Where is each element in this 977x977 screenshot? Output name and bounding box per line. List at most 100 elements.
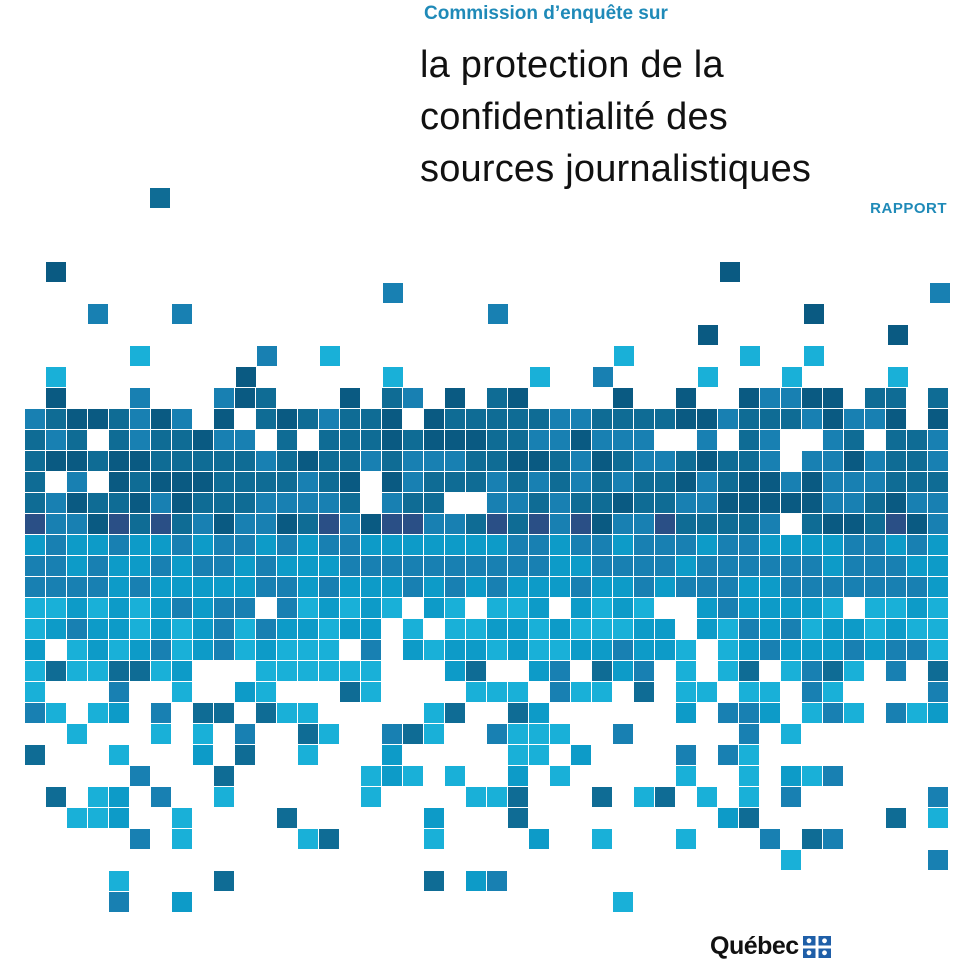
mosaic-tile xyxy=(655,619,675,639)
mosaic-tile xyxy=(214,703,234,723)
mosaic-tile xyxy=(529,703,549,723)
mosaic-tile xyxy=(445,577,465,597)
mosaic-tile xyxy=(172,682,192,702)
mosaic-tile xyxy=(298,661,318,681)
mosaic-tile xyxy=(886,703,906,723)
mosaic-tile xyxy=(298,829,318,849)
mosaic-tile xyxy=(361,661,381,681)
mosaic-tile xyxy=(844,640,864,660)
commission-kicker: Commission d’enquête sur xyxy=(424,3,668,24)
mosaic-tile xyxy=(508,640,528,660)
mosaic-tile xyxy=(298,619,318,639)
mosaic-tile xyxy=(802,703,822,723)
mosaic-tile xyxy=(130,619,150,639)
mosaic-tile xyxy=(466,514,486,534)
mosaic-tile xyxy=(130,409,150,429)
mosaic-tile xyxy=(823,472,843,492)
mosaic-tile xyxy=(740,346,760,366)
mosaic-tile xyxy=(256,514,276,534)
mosaic-tile xyxy=(802,577,822,597)
mosaic-tile xyxy=(508,598,528,618)
mosaic-tile xyxy=(340,619,360,639)
mosaic-tile xyxy=(886,808,906,828)
mosaic-tile xyxy=(151,619,171,639)
mosaic-tile xyxy=(592,619,612,639)
mosaic-tile xyxy=(676,556,696,576)
mosaic-tile xyxy=(718,703,738,723)
mosaic-tile xyxy=(298,640,318,660)
mosaic-tile xyxy=(382,598,402,618)
mosaic-tile xyxy=(739,724,759,744)
mosaic-tile xyxy=(592,451,612,471)
mosaic-tile xyxy=(676,388,696,408)
mosaic-tile xyxy=(886,493,906,513)
mosaic-tile xyxy=(550,619,570,639)
mosaic-tile xyxy=(487,682,507,702)
mosaic-tile xyxy=(739,661,759,681)
mosaic-tile xyxy=(550,556,570,576)
mosaic-tile xyxy=(466,640,486,660)
fleur-de-lis-flag-icon xyxy=(802,935,831,958)
mosaic-tile xyxy=(172,451,192,471)
mosaic-tile xyxy=(718,535,738,555)
mosaic-tile xyxy=(277,556,297,576)
mosaic-tile xyxy=(109,892,129,912)
mosaic-tile xyxy=(718,808,738,828)
mosaic-tile xyxy=(508,745,528,765)
mosaic-tile xyxy=(698,367,718,387)
mosaic-tile xyxy=(907,514,927,534)
mosaic-tile xyxy=(865,514,885,534)
mosaic-tile xyxy=(592,409,612,429)
mosaic-tile xyxy=(277,493,297,513)
mosaic-tile xyxy=(844,577,864,597)
mosaic-tile xyxy=(592,430,612,450)
mosaic-tile xyxy=(844,514,864,534)
mosaic-tile xyxy=(508,808,528,828)
mosaic-tile xyxy=(340,514,360,534)
mosaic-tile xyxy=(676,577,696,597)
mosaic-tile xyxy=(488,304,508,324)
mosaic-tile xyxy=(571,745,591,765)
mosaic-tile xyxy=(424,514,444,534)
mosaic-tile xyxy=(487,409,507,429)
mosaic-tile xyxy=(382,493,402,513)
mosaic-tile xyxy=(340,388,360,408)
mosaic-tile xyxy=(445,409,465,429)
mosaic-tile xyxy=(340,661,360,681)
mosaic-tile xyxy=(760,514,780,534)
mosaic-tile xyxy=(865,577,885,597)
mosaic-tile xyxy=(67,535,87,555)
mosaic-tile xyxy=(634,514,654,534)
mosaic-tile xyxy=(571,472,591,492)
mosaic-tile xyxy=(67,556,87,576)
mosaic-tile xyxy=(676,682,696,702)
mosaic-tile xyxy=(214,514,234,534)
mosaic-tile xyxy=(571,577,591,597)
mosaic-tile xyxy=(109,535,129,555)
mosaic-tile xyxy=(928,598,948,618)
mosaic-tile xyxy=(886,577,906,597)
mosaic-tile xyxy=(172,892,192,912)
mosaic-tile xyxy=(550,493,570,513)
mosaic-tile xyxy=(823,514,843,534)
mosaic-tile xyxy=(760,409,780,429)
mosaic-tile xyxy=(277,808,297,828)
mosaic-tile xyxy=(781,493,801,513)
mosaic-tile xyxy=(529,829,549,849)
mosaic-tile xyxy=(214,871,234,891)
mosaic-tile xyxy=(613,514,633,534)
mosaic-tile xyxy=(109,787,129,807)
mosaic-tile xyxy=(760,535,780,555)
mosaic-tile xyxy=(340,535,360,555)
mosaic-tile xyxy=(571,619,591,639)
mosaic-tile xyxy=(865,409,885,429)
mosaic-tile xyxy=(739,388,759,408)
mosaic-tile xyxy=(172,619,192,639)
mosaic-tile xyxy=(865,451,885,471)
mosaic-tile xyxy=(718,556,738,576)
mosaic-tile xyxy=(760,619,780,639)
mosaic-tile xyxy=(130,514,150,534)
mosaic-tile xyxy=(172,577,192,597)
mosaic-tile xyxy=(403,577,423,597)
